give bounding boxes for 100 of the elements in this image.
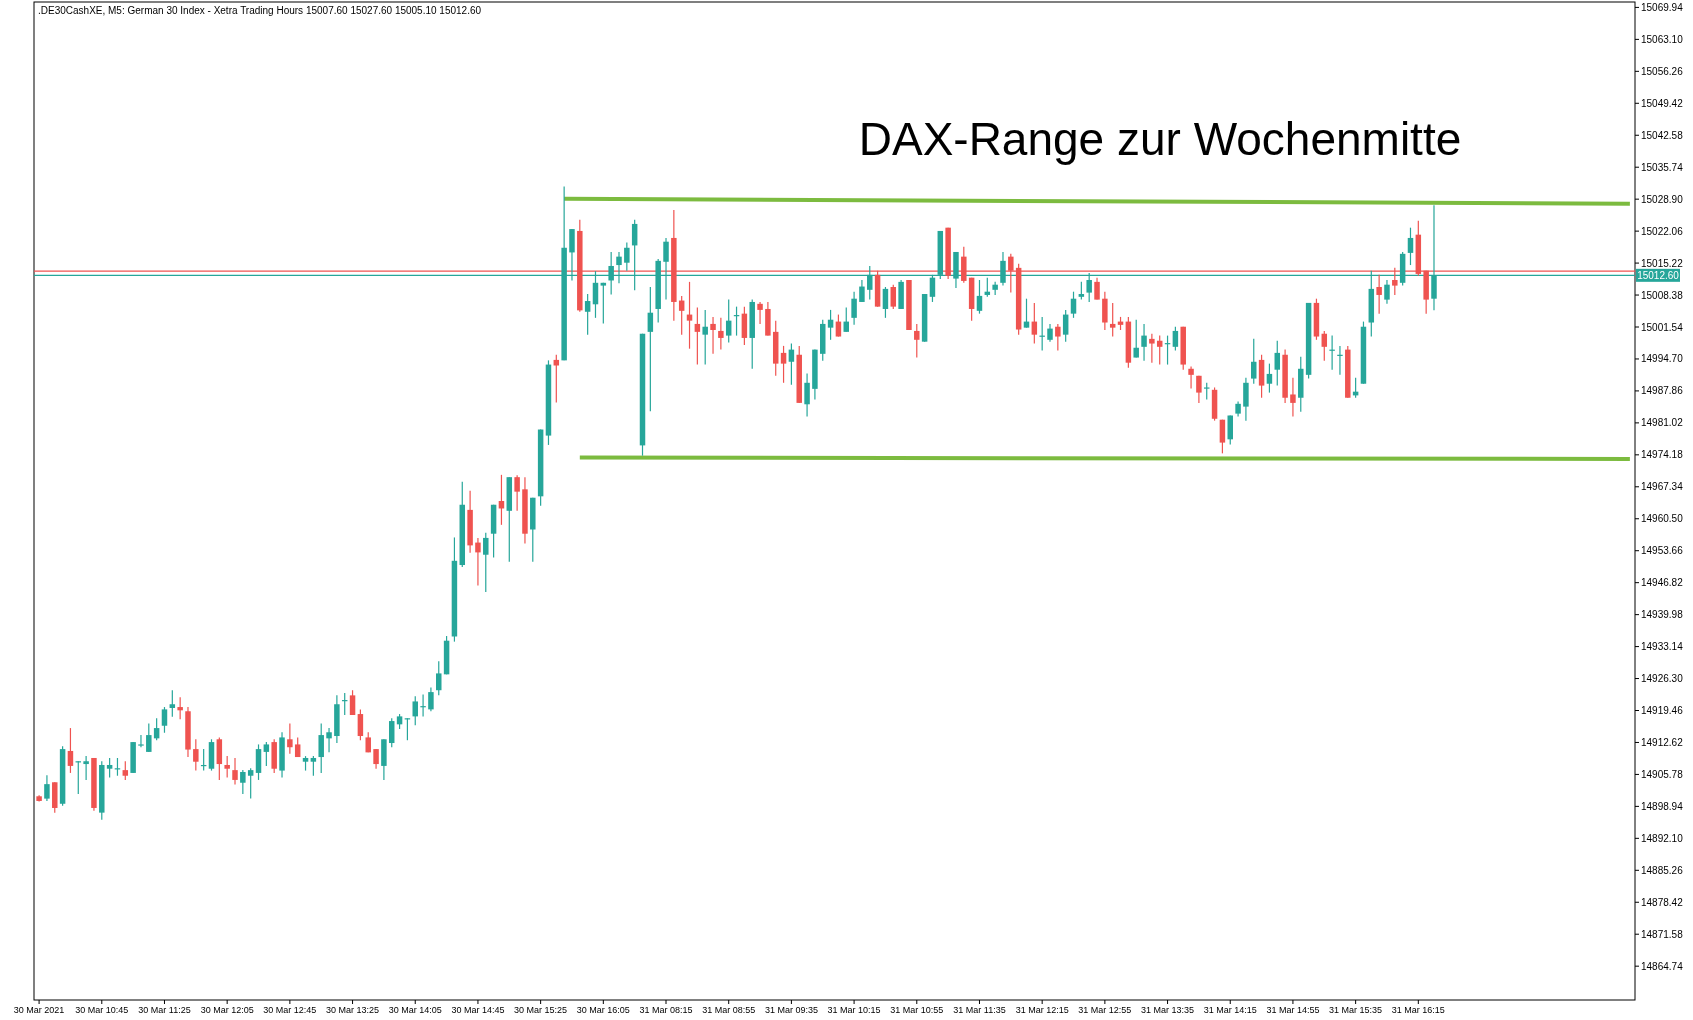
- y-tick-label: 14953.66: [1641, 545, 1684, 557]
- candlestick: [287, 722, 293, 755]
- y-tick-label: 14967.34: [1641, 481, 1684, 493]
- candlestick: [146, 722, 152, 753]
- y-tick-label: 14960.50: [1641, 513, 1684, 525]
- x-tick-label: 31 Mar 15:35: [1329, 1005, 1383, 1015]
- y-tick-label: 15035.74: [1641, 161, 1684, 173]
- candlestick: [624, 242, 630, 272]
- candlestick: [553, 354, 560, 404]
- candlestick: [1227, 414, 1233, 446]
- candlestick: [428, 686, 434, 712]
- candlestick: [890, 284, 897, 310]
- candlestick: [475, 537, 481, 587]
- x-tick-label: 30 Mar 12:05: [200, 1005, 254, 1015]
- x-tick-label: 30 Mar 16:05: [576, 1005, 630, 1015]
- y-tick-label: 14912.62: [1641, 736, 1684, 748]
- candlestick: [255, 743, 262, 781]
- y-tick-label: 15049.42: [1641, 97, 1684, 109]
- x-tick-label: 31 Mar 16:15: [1391, 1005, 1445, 1015]
- candlestick: [882, 286, 889, 319]
- x-tick-label: 31 Mar 14:55: [1266, 1005, 1320, 1015]
- x-tick-label: 31 Mar 12:55: [1078, 1005, 1132, 1015]
- candlestick: [169, 689, 176, 718]
- candlestick: [1407, 227, 1414, 266]
- candlestick: [647, 286, 654, 412]
- y-tick-label: 14939.98: [1641, 609, 1684, 621]
- candlestick: [326, 727, 332, 753]
- x-tick-label: 30 Mar 2021: [13, 1005, 65, 1015]
- x-tick-label: 31 Mar 10:55: [890, 1005, 944, 1015]
- candlestick: [804, 372, 810, 418]
- x-tick-label: 31 Mar 11:35: [953, 1005, 1006, 1015]
- x-tick-label: 31 Mar 08:55: [702, 1005, 756, 1015]
- candlestick: [106, 757, 113, 779]
- candlestick: [992, 281, 998, 296]
- candlestick: [976, 279, 983, 315]
- candlestick: [483, 532, 489, 593]
- candlestick: [1188, 365, 1194, 389]
- x-tick-label: 31 Mar 14:15: [1203, 1005, 1257, 1015]
- candlestick: [1196, 375, 1202, 404]
- y-tick-label: 14926.30: [1641, 673, 1684, 685]
- candlestick: [514, 474, 520, 512]
- y-tick-label: 15028.90: [1641, 193, 1684, 205]
- candlestick: [240, 769, 246, 795]
- y-tick-label: 14946.82: [1641, 577, 1684, 589]
- y-tick-label: 14994.70: [1641, 353, 1684, 365]
- y-tick-label: 14878.42: [1641, 896, 1684, 908]
- candlestick: [1094, 277, 1100, 301]
- y-tick-label: 15042.58: [1641, 129, 1684, 141]
- y-tick-label: 15056.26: [1641, 65, 1684, 77]
- candlestick: [1133, 319, 1139, 359]
- candlestick: [1321, 330, 1328, 362]
- candlestick: [310, 755, 317, 777]
- candlestick: [247, 767, 254, 800]
- y-tick-label: 14933.14: [1641, 641, 1684, 653]
- candlestick: [67, 727, 74, 774]
- x-tick-label: 30 Mar 12:45: [263, 1005, 317, 1015]
- candlestick: [122, 760, 129, 781]
- y-tick-label: 14892.10: [1641, 832, 1684, 844]
- candlestick: [232, 757, 238, 786]
- candlestick: [193, 738, 199, 772]
- candlestick: [725, 299, 732, 344]
- candlestick: [702, 309, 708, 366]
- x-tick-label: 30 Mar 15:25: [514, 1005, 568, 1015]
- candlestick: [357, 708, 364, 741]
- candlestick: [859, 279, 865, 303]
- candlestick: [788, 342, 795, 386]
- candlestick: [1141, 323, 1147, 362]
- y-tick-label: 15001.54: [1641, 321, 1684, 333]
- candlestick: [584, 293, 591, 336]
- candlestick: [1251, 338, 1257, 385]
- candlestick: [1266, 363, 1273, 394]
- candlestick: [694, 306, 701, 366]
- candlestick: [914, 323, 920, 359]
- candlestick: [1031, 302, 1038, 345]
- candlestick: [1102, 291, 1108, 331]
- y-tick-label: 14885.26: [1641, 864, 1684, 876]
- candlestick: [710, 316, 716, 355]
- candlestick: [138, 734, 144, 748]
- x-tick-label: 31 Mar 09:35: [764, 1005, 818, 1015]
- candlestick: [1149, 333, 1155, 364]
- y-tick-label: 15063.10: [1641, 33, 1684, 45]
- candlestick: [1156, 335, 1163, 366]
- x-tick-label: 30 Mar 11:25: [138, 1005, 191, 1015]
- y-tick-label: 14905.78: [1641, 768, 1684, 780]
- y-tick-label: 15008.38: [1641, 289, 1684, 301]
- candlestick: [263, 741, 270, 767]
- y-tick-label: 14981.02: [1641, 417, 1684, 429]
- y-tick-label: 14871.58: [1641, 928, 1684, 940]
- y-tick-label: 14864.74: [1641, 960, 1684, 972]
- candlestick: [1109, 302, 1116, 338]
- y-tick-label: 15069.94: [1641, 1, 1684, 13]
- candlestick: [83, 755, 89, 781]
- candlestick: [388, 717, 395, 748]
- candlestick: [1172, 326, 1179, 352]
- y-tick-label: 14919.46: [1641, 705, 1684, 717]
- ref-line-label: 15012.60: [1637, 269, 1680, 281]
- candlestick: [436, 660, 442, 696]
- y-tick-label: 14987.86: [1641, 385, 1684, 397]
- candlestick: [780, 345, 787, 384]
- x-tick-label: 31 Mar 13:35: [1141, 1005, 1195, 1015]
